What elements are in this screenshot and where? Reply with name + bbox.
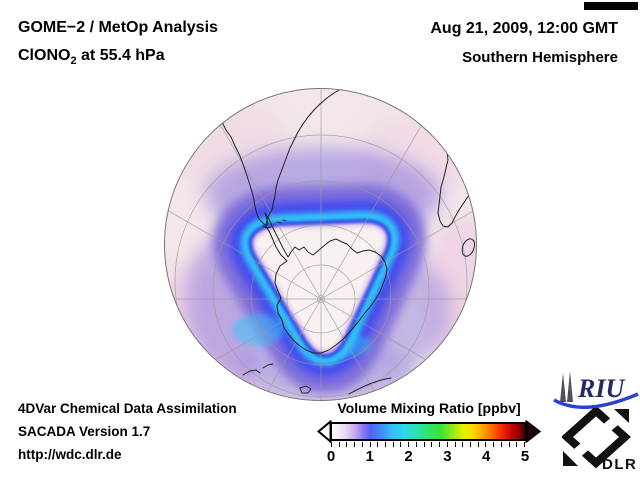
colorbar-tick — [408, 442, 410, 447]
colorbar-tick — [400, 442, 402, 447]
colorbar-tick — [508, 442, 510, 447]
globe-map — [164, 88, 477, 401]
colorbar-tick — [500, 442, 502, 447]
colorbar-tick — [385, 442, 387, 447]
species-subscript: 2 — [70, 55, 77, 68]
coastline-australia — [348, 377, 392, 395]
cathedral-icon — [560, 373, 566, 402]
right-arrow-shape — [525, 420, 541, 443]
colorbar-right-arrow — [525, 420, 541, 443]
hemisphere-label: Southern Hemisphere — [462, 49, 618, 66]
globe-outline — [164, 88, 477, 401]
left-arrow-shape — [317, 420, 332, 443]
colorbar-tick — [493, 442, 495, 447]
colorbar-tick-label: 3 — [443, 448, 452, 465]
header-left: GOME−2 / MetOp Analysis ClONO2 at 55.4 h… — [18, 14, 218, 75]
colorbar-tick-label: 1 — [365, 448, 374, 465]
colorbar-gradient — [330, 422, 527, 441]
colorbar-tick — [354, 442, 356, 447]
colorbar-tick — [346, 442, 348, 447]
species-level-label: ClONO2 at 55.4 hPa — [18, 47, 165, 68]
coastline-tasmania — [299, 385, 312, 394]
colorbar-tick — [462, 442, 464, 447]
dlr-diamond-icon — [562, 408, 631, 469]
url-label: http://wdc.dlr.de — [18, 447, 122, 462]
dlr-slash — [562, 408, 633, 469]
colorbar-tick — [439, 442, 441, 447]
colorbar-ticks — [331, 442, 527, 448]
colorbar-tick-label: 0 — [326, 448, 336, 465]
colorbar-tick — [369, 442, 371, 447]
dlr-arrow-tip-top — [614, 409, 629, 423]
coastline-madagascar — [461, 238, 475, 257]
riu-swoosh — [553, 392, 639, 409]
page-title: GOME−2 / MetOp Analysis — [18, 19, 218, 36]
colorbar-title: Volume Mixing Ratio [ppbv] — [337, 400, 521, 416]
colorbar-tick — [415, 442, 417, 447]
colorbar-tick — [446, 442, 448, 447]
dlr-wordmark: DLR — [602, 456, 637, 472]
colorbar-tick — [338, 442, 340, 447]
coastline-new-zealand — [242, 363, 274, 376]
dlr-logo: DLR — [562, 408, 637, 472]
dlr-arrow-tip-bottom — [563, 451, 578, 466]
colorbar-tick-label: 5 — [520, 448, 530, 465]
riu-logo: RIU — [553, 371, 639, 409]
riu-wordmark: RIU — [577, 374, 625, 403]
header-right: Aug 21, 2009, 12:00 GMT Southern Hemisph… — [430, 14, 618, 72]
analysis-datetime: Aug 21, 2009, 12:00 GMT — [430, 20, 618, 37]
colorbar-tick — [516, 442, 518, 447]
colorbar-tick — [331, 442, 332, 447]
colorbar-tick-label: 4 — [482, 448, 491, 465]
colorbar-tick — [469, 442, 471, 447]
colorbar-tick — [485, 442, 487, 447]
graticule — [164, 88, 477, 401]
colorbar-tick — [477, 442, 479, 447]
cathedral-icon-spire — [567, 371, 573, 402]
colorbar-tick — [431, 442, 433, 447]
coastline-antarctica — [264, 212, 388, 354]
colorbar-tick — [377, 442, 379, 447]
colorbar-tick — [392, 442, 394, 447]
colorbar-tick — [454, 442, 456, 447]
colorbar-tick — [361, 442, 363, 447]
colorbar-tick-labels: 0 1 2 3 4 5 — [327, 448, 529, 465]
colorbar-tick — [524, 442, 525, 447]
assimilation-label: 4DVar Chemical Data Assimilation — [18, 401, 237, 416]
top-right-black-bar — [584, 2, 638, 10]
version-label: SACADA Version 1.7 — [18, 424, 151, 439]
colorbar-tick-label: 2 — [404, 448, 413, 465]
colorbar-tick — [423, 442, 425, 447]
